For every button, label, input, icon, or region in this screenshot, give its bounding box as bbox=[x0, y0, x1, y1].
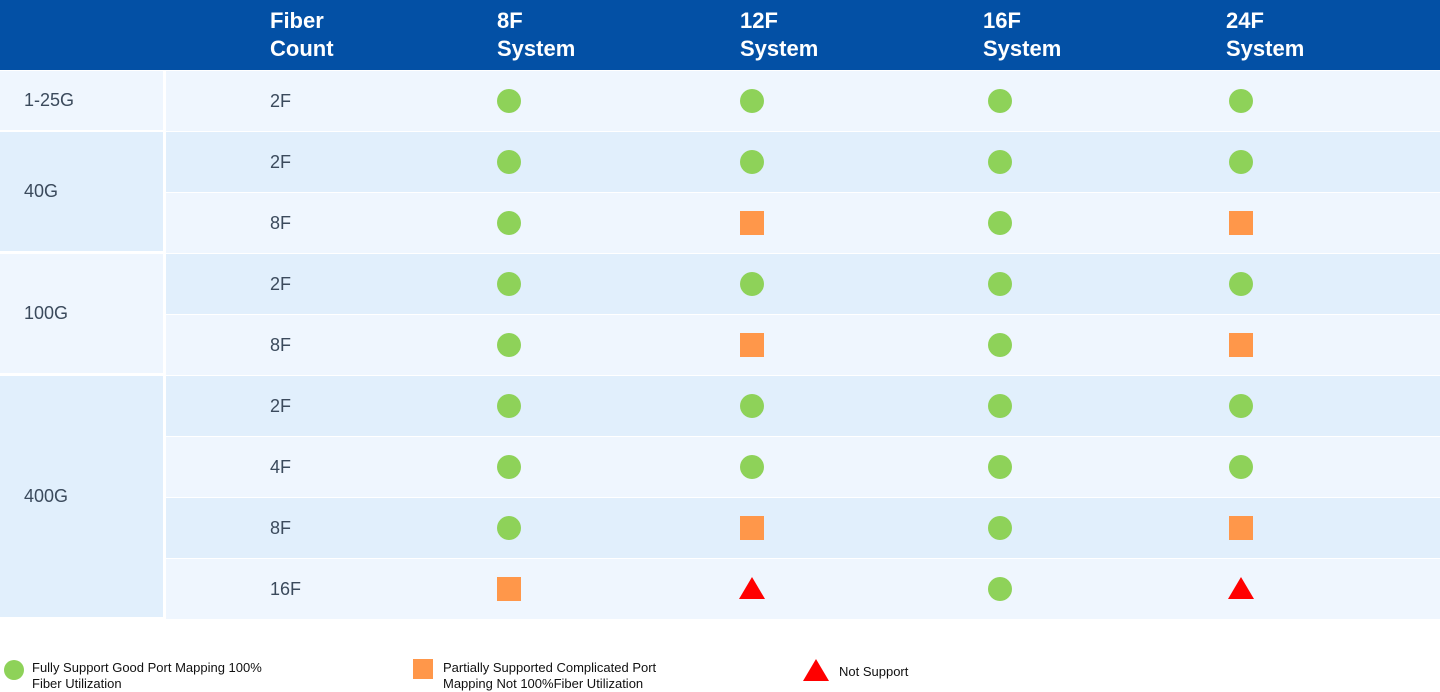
green-circle-icon bbox=[497, 333, 521, 357]
speed-group-400g: 400G bbox=[0, 376, 163, 617]
green-circle-icon bbox=[988, 89, 1012, 113]
header-24f-system-line1: 24F bbox=[1226, 8, 1264, 33]
header-12f-system-line2: System bbox=[740, 36, 819, 61]
green-circle-icon bbox=[497, 516, 521, 540]
orange-square-icon bbox=[740, 211, 764, 235]
table-row bbox=[166, 437, 1440, 497]
green-circle-icon bbox=[497, 211, 521, 235]
table-row bbox=[166, 193, 1440, 253]
header-fiber-count: Fiber Count bbox=[270, 7, 450, 63]
fiber-count-cell: 8F bbox=[270, 334, 292, 355]
legend-partial-line1: Partially Supported Complicated Port bbox=[443, 660, 657, 675]
table-header: Fiber Count 8F System 12F System 16F Sys… bbox=[0, 0, 1440, 70]
legend-partial-support: Partially Supported Complicated Port Map… bbox=[443, 660, 656, 692]
fiber-count-cell: 8F bbox=[270, 212, 292, 233]
header-24f-system: 24F System bbox=[1226, 7, 1406, 63]
speed-label: 40G bbox=[24, 181, 59, 201]
header-8f-system-line2: System bbox=[497, 36, 576, 61]
green-circle-icon bbox=[988, 272, 1012, 296]
legend-full-line1: Fully Support Good Port Mapping 100% bbox=[32, 660, 262, 675]
red-triangle-icon bbox=[1228, 577, 1254, 599]
legend-partial-line2: Mapping Not 100%Fiber Utilization bbox=[443, 676, 644, 691]
speed-group-1-25g: 1-25G bbox=[0, 71, 163, 130]
legend-not-support: Not Support bbox=[839, 664, 908, 680]
green-circle-icon bbox=[497, 150, 521, 174]
green-circle-icon bbox=[497, 394, 521, 418]
orange-square-icon bbox=[497, 577, 521, 601]
green-circle-icon bbox=[1229, 455, 1253, 479]
speed-label: 100G bbox=[24, 303, 69, 323]
green-circle-icon bbox=[1229, 272, 1253, 296]
legend-circle-icon bbox=[4, 660, 24, 680]
speed-label: 400G bbox=[24, 486, 69, 506]
table-row bbox=[166, 71, 1440, 131]
header-fiber-count-line2: Count bbox=[270, 36, 334, 61]
green-circle-icon bbox=[740, 455, 764, 479]
header-fiber-count-line1: Fiber bbox=[270, 8, 324, 33]
green-circle-icon bbox=[988, 150, 1012, 174]
table-row bbox=[166, 132, 1440, 192]
header-16f-system: 16F System bbox=[983, 7, 1163, 63]
fiber-count-cell: 2F bbox=[270, 395, 292, 416]
header-16f-system-line2: System bbox=[983, 36, 1062, 61]
green-circle-icon bbox=[988, 577, 1012, 601]
fiber-count-cell: 8F bbox=[270, 517, 292, 538]
header-8f-system: 8F System bbox=[497, 7, 677, 63]
green-circle-icon bbox=[988, 211, 1012, 235]
legend-full-line2: Fiber Utilization bbox=[32, 676, 122, 691]
table-row bbox=[166, 315, 1440, 375]
fiber-count-cell: 16F bbox=[270, 578, 302, 599]
legend-square-icon bbox=[413, 659, 433, 679]
green-circle-icon bbox=[1229, 150, 1253, 174]
green-circle-icon bbox=[740, 394, 764, 418]
orange-square-icon bbox=[1229, 516, 1253, 540]
green-circle-icon bbox=[988, 333, 1012, 357]
legend-full-support: Fully Support Good Port Mapping 100% Fib… bbox=[32, 660, 262, 692]
speed-group-100g: 100G bbox=[0, 254, 163, 373]
header-12f-system-line1: 12F bbox=[740, 8, 778, 33]
table-row bbox=[166, 376, 1440, 436]
table-row bbox=[166, 254, 1440, 314]
header-8f-system-line1: 8F bbox=[497, 8, 523, 33]
green-circle-icon bbox=[988, 455, 1012, 479]
fiber-count-cell: 2F bbox=[270, 90, 292, 111]
header-16f-system-line1: 16F bbox=[983, 8, 1021, 33]
legend-none-line1: Not Support bbox=[839, 664, 909, 679]
green-circle-icon bbox=[497, 89, 521, 113]
orange-square-icon bbox=[1229, 333, 1253, 357]
orange-square-icon bbox=[740, 333, 764, 357]
green-circle-icon bbox=[988, 516, 1012, 540]
speed-label: 1-25G bbox=[24, 90, 75, 110]
table-row bbox=[166, 559, 1440, 619]
green-circle-icon bbox=[740, 272, 764, 296]
green-circle-icon bbox=[740, 150, 764, 174]
speed-group-40g: 40G bbox=[0, 132, 163, 251]
red-triangle-icon bbox=[739, 577, 765, 599]
orange-square-icon bbox=[1229, 211, 1253, 235]
green-circle-icon bbox=[1229, 89, 1253, 113]
fiber-count-cell: 2F bbox=[270, 273, 292, 294]
orange-square-icon bbox=[740, 516, 764, 540]
table-row bbox=[166, 498, 1440, 558]
fiber-count-cell: 4F bbox=[270, 456, 292, 477]
fiber-count-cell: 2F bbox=[270, 151, 292, 172]
legend-triangle-icon bbox=[803, 659, 829, 681]
header-12f-system: 12F System bbox=[740, 7, 920, 63]
header-24f-system-line2: System bbox=[1226, 36, 1305, 61]
green-circle-icon bbox=[497, 455, 521, 479]
green-circle-icon bbox=[1229, 394, 1253, 418]
green-circle-icon bbox=[497, 272, 521, 296]
green-circle-icon bbox=[988, 394, 1012, 418]
green-circle-icon bbox=[740, 89, 764, 113]
